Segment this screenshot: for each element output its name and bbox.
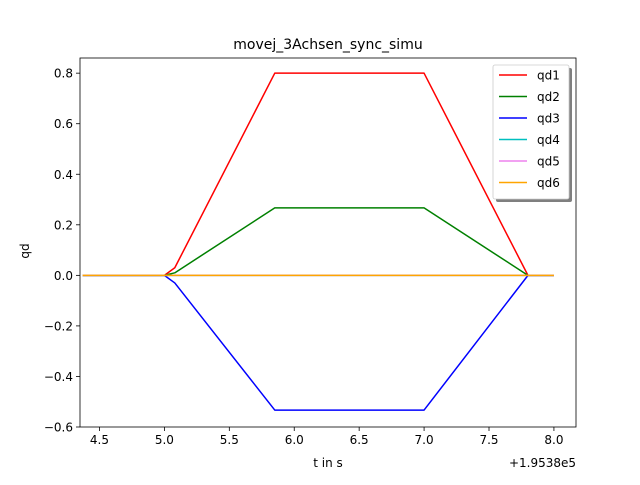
- legend-label-qd1: qd1: [537, 69, 560, 83]
- y-tick-label: 0.2: [54, 218, 73, 232]
- y-tick-label: −0.2: [44, 319, 73, 333]
- legend-label-qd6: qd6: [537, 176, 560, 190]
- axes-frame: [79, 57, 577, 428]
- chart-title: movej_3Achsen_sync_simu: [233, 37, 422, 53]
- x-tick-label: 7.5: [479, 433, 498, 447]
- plot-area: [79, 57, 577, 428]
- y-axis-label: qd: [18, 243, 32, 258]
- y-tick-label: 0.8: [54, 67, 73, 81]
- legend-label-qd5: qd5: [537, 155, 560, 169]
- x-tick-label: 4.5: [90, 433, 109, 447]
- y-tick-label: 0.0: [54, 269, 73, 283]
- x-tick-label: 6.0: [285, 433, 304, 447]
- legend-label-qd4: qd4: [537, 133, 560, 147]
- legend-box: [492, 64, 570, 200]
- x-tick-label: 5.0: [155, 433, 174, 447]
- y-tick-label: −0.6: [44, 421, 73, 435]
- x-axis-label: t in s: [313, 456, 343, 470]
- x-tick-label: 7.0: [415, 433, 434, 447]
- x-tick-label: 8.0: [544, 433, 563, 447]
- x-tick-label: 5.5: [220, 433, 239, 447]
- y-tick-label: 0.4: [54, 168, 73, 182]
- y-axis: −0.6 −0.4 −0.2 0.0 0.2 0.4 0.6 0.8: [44, 67, 80, 435]
- legend-label-qd3: qd3: [537, 112, 560, 126]
- y-tick-label: 0.6: [54, 117, 73, 131]
- legend: qd1 qd2 qd3 qd4 qd5 qd6: [492, 64, 572, 202]
- x-tick-label: 6.5: [350, 433, 369, 447]
- x-axis-offset-label: +1.9538e5: [509, 456, 576, 470]
- legend-label-qd2: qd2: [537, 90, 560, 104]
- y-tick-label: −0.4: [44, 370, 73, 384]
- x-axis: 4.5 5.0 5.5 6.0 6.5 7.0 7.5 8.0: [90, 427, 563, 447]
